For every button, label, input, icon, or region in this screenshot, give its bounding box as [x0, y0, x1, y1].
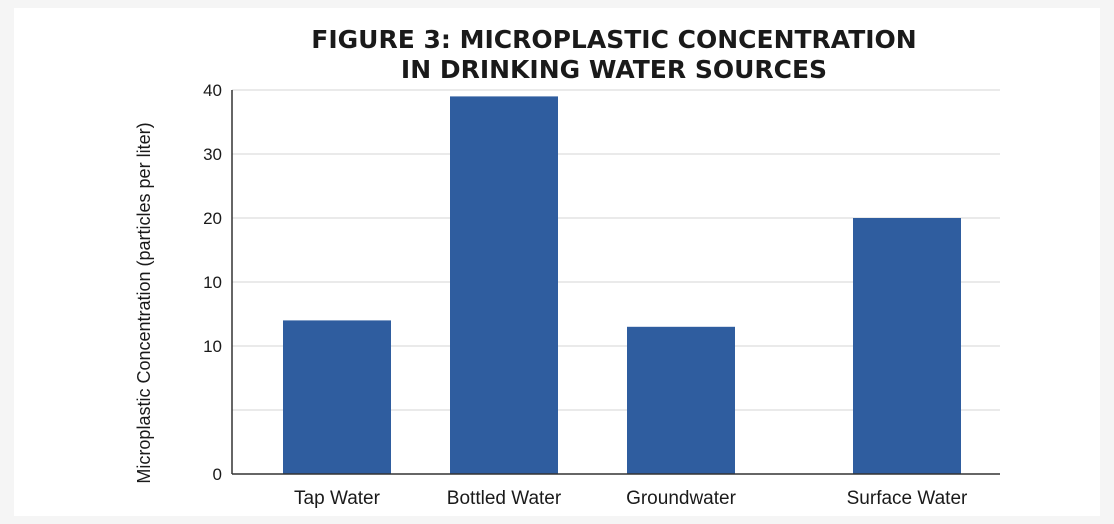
chart-card: FIGURE 3: MICROPLASTIC CONCENTRATION IN … [14, 8, 1100, 516]
y-tick-label: 30 [203, 145, 222, 164]
chart-title-line-1: FIGURE 3: MICROPLASTIC CONCENTRATION [311, 25, 916, 54]
axes [231, 90, 1000, 475]
bar-chart: FIGURE 3: MICROPLASTIC CONCENTRATION IN … [134, 25, 1000, 509]
bar-tap-water [283, 320, 391, 474]
chart-title-line-2: IN DRINKING WATER SOURCES [401, 55, 827, 84]
y-tick-label: 10 [203, 337, 222, 356]
y-tick-label: 0 [213, 465, 222, 484]
x-category-label: Groundwater [626, 488, 737, 509]
y-tick-label: 10 [203, 273, 222, 292]
y-tick-label: 40 [203, 81, 222, 100]
bar-groundwater [627, 326, 735, 474]
x-category-label: Tap Water [294, 488, 381, 509]
y-tick-labels: 40 30 20 10 10 0 [203, 81, 222, 484]
bar-bottled-water [450, 96, 558, 475]
y-tick-label: 20 [203, 209, 222, 228]
x-category-label: Bottled Water [447, 488, 562, 509]
x-category-labels: Tap Water Bottled Water Groundwater Surface… [294, 488, 968, 509]
bars [283, 96, 961, 475]
x-category-label: Surface Water [847, 488, 968, 509]
y-axis-label: Microplastic Concentration (particles pe… [134, 122, 154, 483]
bar-surface-water [853, 218, 961, 474]
